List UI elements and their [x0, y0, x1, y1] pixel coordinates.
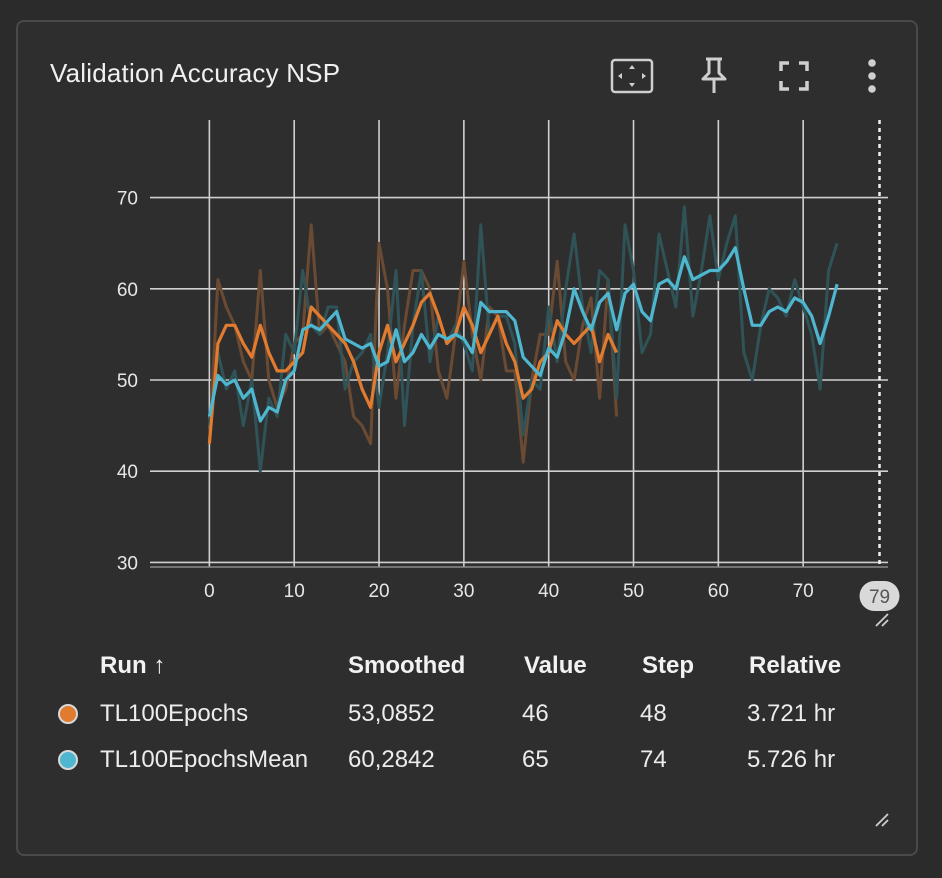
chart-resize-handle-icon[interactable]: [874, 612, 890, 628]
x-tick-label: 20: [368, 581, 389, 602]
run-name: TL100Epochs: [100, 700, 249, 727]
line-chart[interactable]: 0 10 20 30 40 50 60 70 30 40 50 60 70 79: [18, 22, 918, 642]
header-relative: Relative: [749, 652, 842, 679]
smoothed-value: 60,2842: [348, 746, 435, 773]
x-tick-label: 0: [204, 581, 215, 602]
tick-labels: 0 10 20 30 40 50 60 70 30 40 50 60 70: [117, 189, 814, 602]
y-tick-label: 40: [117, 462, 138, 483]
fit-domain-button[interactable]: [608, 52, 656, 100]
raw-line-TL100EpochsMean: [207, 205, 839, 473]
more-menu-button[interactable]: [848, 52, 896, 100]
step-cursor[interactable]: 79: [859, 120, 900, 611]
x-tick-label: 60: [708, 581, 729, 602]
header-smoothed: Smoothed: [348, 652, 466, 679]
scalar-card: Validation Accuracy NSP 0 10 20 30: [16, 20, 918, 856]
x-tick-label: 30: [453, 581, 474, 602]
header-value: Value: [524, 652, 587, 679]
table-row: TL100Epochs 53,0852 46 48 3.721 hr: [18, 700, 918, 740]
relative-time: 3.721 hr: [747, 700, 836, 727]
header-step: Step: [642, 652, 695, 679]
fullscreen-icon: [779, 61, 809, 91]
cursor-step-label: 79: [869, 587, 890, 608]
pin-button[interactable]: [690, 52, 738, 100]
cursor-step-badge: [859, 581, 900, 611]
pin-icon: [701, 57, 727, 93]
fit-domain-icon: [610, 58, 654, 94]
header-run[interactable]: Run ↑: [100, 652, 166, 679]
step-value: 74: [640, 746, 667, 773]
x-tick-label: 50: [623, 581, 644, 602]
raw-series-lines: [207, 205, 839, 473]
x-tick-label: 40: [538, 581, 559, 602]
y-tick-label: 70: [117, 189, 138, 210]
smoothed-line-TL100EpochsMean[interactable]: [207, 246, 839, 423]
more-vert-icon: [868, 59, 876, 93]
step-value: 48: [640, 700, 667, 727]
table-row: TL100EpochsMean 60,2842 65 74 5.726 hr: [18, 746, 918, 786]
chart-grid: [150, 120, 888, 567]
smoothed-value: 53,0852: [348, 700, 435, 727]
raw-value: 65: [522, 746, 549, 773]
card-title: Validation Accuracy NSP: [50, 58, 341, 88]
y-tick-label: 30: [117, 553, 138, 574]
run-color-dot: [58, 704, 78, 724]
relative-time: 5.726 hr: [747, 746, 836, 773]
fullscreen-button[interactable]: [770, 52, 818, 100]
raw-value: 46: [522, 700, 549, 727]
y-tick-label: 60: [117, 280, 138, 301]
run-color-dot: [58, 750, 78, 770]
x-tick-label: 70: [793, 581, 814, 602]
card-resize-handle-icon[interactable]: [874, 812, 890, 828]
y-tick-label: 50: [117, 371, 138, 392]
x-tick-label: 10: [284, 581, 305, 602]
smoothed-series-lines: [207, 246, 839, 444]
run-name: TL100EpochsMean: [100, 746, 309, 773]
